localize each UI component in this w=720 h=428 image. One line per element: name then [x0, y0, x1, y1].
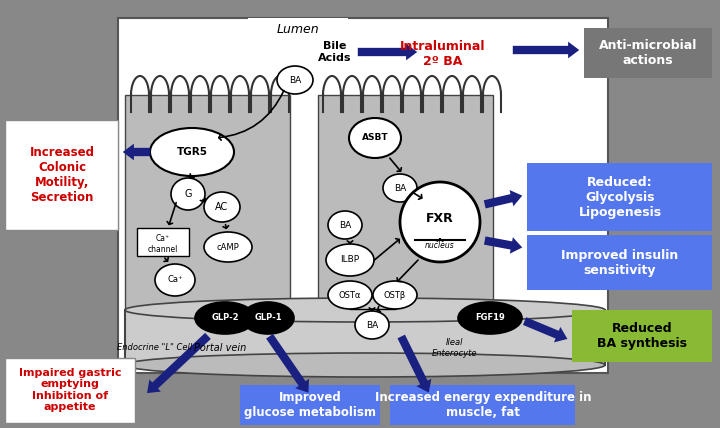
Bar: [5, 120, 118, 230]
Bar: [390, 385, 575, 425]
Text: ILBP: ILBP: [341, 256, 359, 265]
Bar: [572, 310, 712, 362]
Text: BA: BA: [394, 184, 406, 193]
Text: ASBT: ASBT: [361, 134, 388, 143]
Bar: [137, 228, 189, 256]
Bar: [248, 18, 348, 40]
Text: GLP-2: GLP-2: [211, 313, 239, 323]
Text: Impaired gastric
emptying
Inhibition of
appetite: Impaired gastric emptying Inhibition of …: [19, 368, 121, 413]
Ellipse shape: [242, 302, 294, 334]
Bar: [125, 95, 290, 343]
Bar: [118, 18, 608, 373]
Text: G: G: [184, 189, 192, 199]
Text: GLP-1: GLP-1: [254, 313, 282, 323]
Ellipse shape: [400, 182, 480, 262]
Bar: [368, 33, 518, 75]
Text: Ileal
Enterocyte: Ileal Enterocyte: [432, 338, 478, 358]
Ellipse shape: [383, 174, 417, 202]
Text: BA: BA: [366, 321, 378, 330]
Text: Reduced
BA synthesis: Reduced BA synthesis: [597, 322, 687, 350]
Text: Ca⁺
channel: Ca⁺ channel: [148, 234, 178, 254]
Text: OSTβ: OSTβ: [384, 291, 406, 300]
Text: cAMP: cAMP: [217, 243, 239, 252]
Bar: [125, 310, 605, 365]
Bar: [584, 28, 712, 78]
Bar: [527, 235, 712, 290]
Text: TGR5: TGR5: [176, 147, 207, 157]
Text: Ca⁺: Ca⁺: [167, 276, 183, 285]
Ellipse shape: [355, 311, 389, 339]
Text: Portal vein: Portal vein: [194, 343, 246, 353]
Bar: [5, 358, 135, 423]
Bar: [527, 163, 712, 231]
Text: Increased
Colonic
Motility,
Secretion: Increased Colonic Motility, Secretion: [30, 146, 94, 204]
Ellipse shape: [328, 211, 362, 239]
Ellipse shape: [155, 264, 195, 296]
Ellipse shape: [150, 128, 234, 176]
Text: nucleus: nucleus: [425, 241, 455, 250]
Ellipse shape: [195, 302, 255, 334]
Ellipse shape: [125, 298, 605, 322]
Text: BA: BA: [289, 75, 301, 84]
Ellipse shape: [125, 353, 605, 377]
Text: Increased energy expenditure in
muscle, fat: Increased energy expenditure in muscle, …: [374, 391, 591, 419]
Text: Improved insulin
sensitivity: Improved insulin sensitivity: [562, 249, 679, 277]
Ellipse shape: [328, 281, 372, 309]
Text: Intraluminal
2º BA: Intraluminal 2º BA: [400, 40, 486, 68]
Bar: [240, 385, 380, 425]
Ellipse shape: [171, 178, 205, 210]
Ellipse shape: [204, 192, 240, 222]
Ellipse shape: [373, 281, 417, 309]
Text: AC: AC: [215, 202, 229, 212]
Text: Bile
Acids: Bile Acids: [318, 41, 352, 63]
Text: Endocrine "L" Cell: Endocrine "L" Cell: [117, 344, 193, 353]
Bar: [318, 95, 493, 343]
Ellipse shape: [277, 66, 313, 94]
Text: FGF19: FGF19: [475, 313, 505, 323]
Text: BA: BA: [339, 220, 351, 229]
Text: Lumen: Lumen: [276, 23, 319, 36]
Text: FXR: FXR: [426, 211, 454, 225]
Ellipse shape: [204, 232, 252, 262]
Ellipse shape: [458, 302, 522, 334]
Text: Improved
glucose metabolism: Improved glucose metabolism: [244, 391, 376, 419]
Text: Reduced:
Glycolysis
Lipogenesis: Reduced: Glycolysis Lipogenesis: [578, 175, 662, 219]
Text: Anti-microbial
actions: Anti-microbial actions: [599, 39, 697, 67]
Ellipse shape: [326, 244, 374, 276]
Text: OSTα: OSTα: [339, 291, 361, 300]
Ellipse shape: [349, 118, 401, 158]
